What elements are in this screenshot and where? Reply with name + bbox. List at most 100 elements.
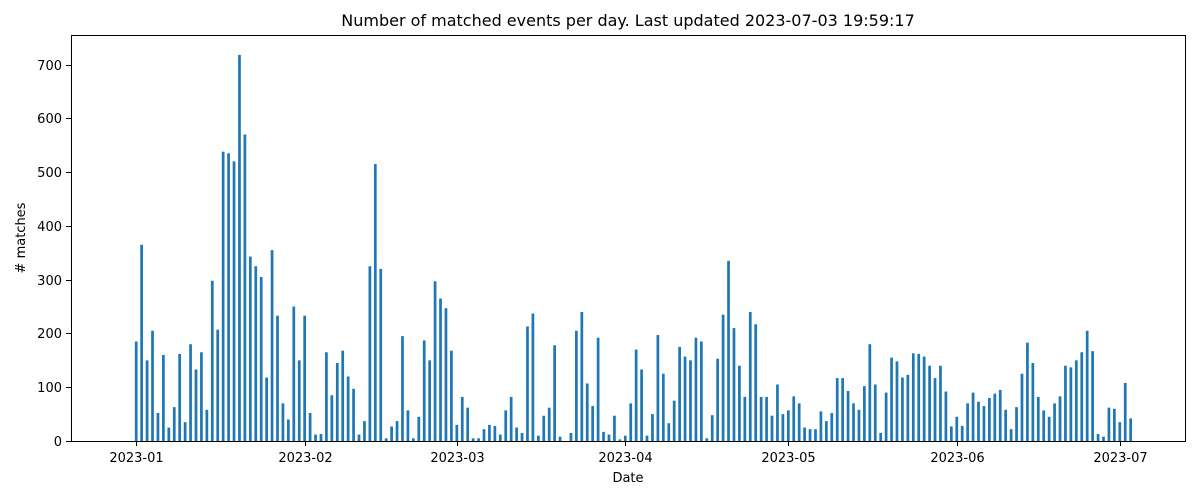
bar-2023-05-27 [928,365,931,441]
bar-2023-04-19 [721,314,725,441]
bar-2023-04-03 [634,349,638,441]
bar-2023-07-02 [1123,382,1127,441]
bar-2023-03-31 [618,439,622,441]
bar-2023-05-08 [824,421,828,441]
y-axis-label: # matches [14,202,29,273]
bar-2023-03-30 [613,415,616,441]
bar-2023-05-09 [830,413,834,441]
bar-2023-01-30 [292,306,296,441]
bar-2023-04-29 [776,384,779,441]
bar-2023-06-16 [1036,396,1040,441]
bar-2023-03-29 [607,434,611,441]
bars-group [134,54,1133,442]
bar-2023-01-07 [167,427,171,441]
bar-2023-01-19 [232,161,236,441]
bar-2023-05-23 [906,374,910,441]
bar-2023-04-12 [683,356,687,441]
bar-2023-01-22 [248,256,252,441]
bar-2023-04-10 [672,400,676,441]
bar-2023-03-23 [575,330,578,441]
bar-2023-03-13 [520,432,524,441]
bar-2023-05-31 [949,426,953,441]
bar-2023-06-27 [1096,434,1100,441]
bar-2023-06-20 [1058,396,1062,441]
bar-2023-06-03 [966,403,969,441]
bar-2023-04-22 [738,365,741,441]
bar-2023-01-04 [151,330,154,441]
bar-2023-04-07 [656,335,660,441]
bar-2023-02-25 [433,281,437,441]
y-tick-label: 300 [37,274,62,289]
bar-2023-03-26 [591,406,595,441]
bar-2023-02-10 [352,388,355,441]
bar-2023-06-19 [1053,403,1056,441]
bar-2023-05-04 [803,427,806,441]
bar-2023-01-06 [162,354,165,441]
bar-2023-06-22 [1069,367,1073,441]
bar-2023-02-27 [444,308,448,441]
bar-2023-03-15 [531,313,535,441]
x-tick-label: 2023-06 [930,451,984,466]
bar-2023-06-10 [1004,409,1008,441]
bar-2023-03-08 [493,425,497,441]
bar-2023-01-28 [281,403,285,441]
bar-2023-03-25 [585,383,589,441]
bar-2023-05-15 [863,386,866,441]
bar-2023-04-24 [748,311,752,441]
bar-2023-05-11 [841,378,845,441]
bar-2023-01-25 [265,377,268,441]
bar-2023-02-05 [325,352,328,441]
bar-2023-03-01 [455,424,459,441]
bar-2023-04-30 [781,414,785,441]
bar-2023-05-07 [819,411,823,441]
y-tick-label: 100 [37,381,62,396]
bar-2023-05-17 [873,384,877,441]
bar-2023-04-05 [645,435,649,441]
bar-2023-03-14 [526,326,529,441]
bar-2023-01-14 [205,409,209,441]
bar-2023-02-17 [390,426,393,441]
bar-2023-03-11 [509,396,513,441]
bar-2023-02-23 [422,340,426,441]
bar-2023-03-28 [602,431,605,441]
bar-2023-06-24 [1080,352,1084,441]
bar-2023-01-18 [227,153,230,442]
bar-2023-01-24 [259,276,263,441]
bar-2023-06-05 [977,401,980,441]
x-tick-label: 2023-01 [109,451,163,466]
bar-2023-01-09 [178,353,182,441]
bar-2023-05-05 [808,429,812,441]
bar-2023-03-03 [466,407,470,441]
bar-2023-05-18 [879,432,883,441]
bar-2023-02-21 [411,438,415,441]
bar-2023-04-02 [629,403,633,441]
bar-2023-06-25 [1085,330,1089,441]
bar-2023-06-13 [1020,373,1024,441]
bar-2023-03-12 [515,427,518,441]
bar-2023-04-01 [623,435,627,441]
bar-2023-05-28 [933,378,937,441]
bar-2023-01-23 [254,266,258,441]
bar-2023-05-22 [901,377,904,441]
bar-2023-01-02 [140,244,144,441]
bar-2023-06-15 [1031,363,1035,441]
bar-2023-03-18 [547,407,551,441]
bar-2023-02-22 [417,416,421,441]
bar-2023-02-28 [450,350,453,441]
bar-2023-03-02 [460,396,464,441]
bar-2023-01-31 [297,360,301,441]
bar-2023-02-08 [341,350,345,441]
bar-2023-03-07 [488,424,491,441]
bar-2023-03-05 [477,438,480,441]
bar-2023-05-16 [868,344,872,441]
bar-2023-03-24 [580,311,584,441]
bar-2023-03-27 [596,337,600,441]
bar-2023-01-03 [145,360,149,441]
y-tick-label: 700 [37,59,62,74]
y-tick-label: 200 [37,327,62,342]
bar-2023-05-03 [797,403,801,441]
bar-2023-04-15 [700,341,703,441]
bar-2023-02-01 [303,315,307,441]
bar-2023-04-18 [716,358,720,441]
